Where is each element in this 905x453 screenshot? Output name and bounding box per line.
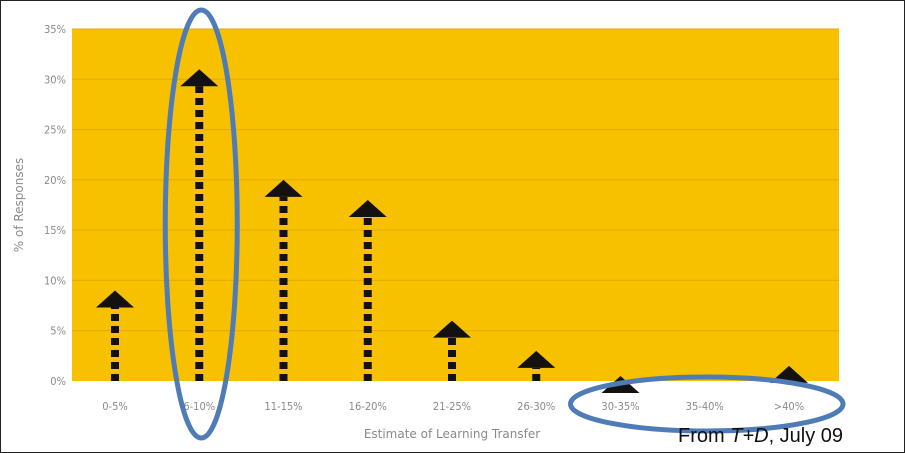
bar-arrowhead xyxy=(348,199,387,217)
x-tick-labels: 0-5% 6-10% 11-15% 16-20% 21-25% 26-30% 30-35% 3… xyxy=(102,400,804,413)
bar-26-30% xyxy=(517,350,556,381)
bar-21-25% xyxy=(433,320,471,381)
bar-arrowhead xyxy=(517,350,556,368)
bar-arrowhead xyxy=(433,320,471,338)
x-tick-label: 21-25% xyxy=(433,400,471,413)
highlight-ellipse xyxy=(162,7,240,441)
y-tick-label: 25% xyxy=(44,124,66,137)
y-tick-label: 15% xyxy=(44,224,66,237)
bar-6-10% xyxy=(180,69,219,381)
y-tick-label: 20% xyxy=(44,174,66,187)
x-tick-label: 6-10% xyxy=(183,400,215,413)
y-tick-label: 35% xyxy=(44,23,66,36)
bar-arrowhead xyxy=(96,290,134,308)
x-tick-label: 26-30% xyxy=(517,400,555,413)
bar-arrowhead xyxy=(180,69,219,87)
credit-source: T+D xyxy=(730,425,769,447)
bar-16-20% xyxy=(348,199,387,381)
x-tick-label: 11-15% xyxy=(264,400,302,413)
y-tick-labels: 0% 5% 10% 15% 20% 25% 30% 35% xyxy=(44,23,66,388)
y-tick-label: 30% xyxy=(44,73,66,86)
source-credit: From T+D, July 09 xyxy=(678,425,843,448)
x-axis-title: Estimate of Learning Transfer xyxy=(364,427,540,441)
bar-arrowhead xyxy=(264,179,303,197)
bar-0-5% xyxy=(96,290,134,381)
highlight-ellipses xyxy=(162,7,846,441)
y-tick-label: 5% xyxy=(50,325,66,338)
x-tick-label: 0-5% xyxy=(102,400,128,413)
y-tick-label: 0% xyxy=(50,375,66,388)
x-tick-label: 30-35% xyxy=(601,400,639,413)
credit-prefix: From xyxy=(678,425,731,447)
x-tick-label: 16-20% xyxy=(349,400,387,413)
credit-suffix: , July 09 xyxy=(768,425,844,447)
x-tick-label: >40% xyxy=(774,400,804,413)
x-tick-label: 35-40% xyxy=(686,400,724,413)
y-tick-label: 10% xyxy=(44,274,66,287)
bar-11-15% xyxy=(264,179,303,381)
highlight-ellipse xyxy=(568,374,846,434)
y-axis-title: % of Responses xyxy=(12,158,26,252)
